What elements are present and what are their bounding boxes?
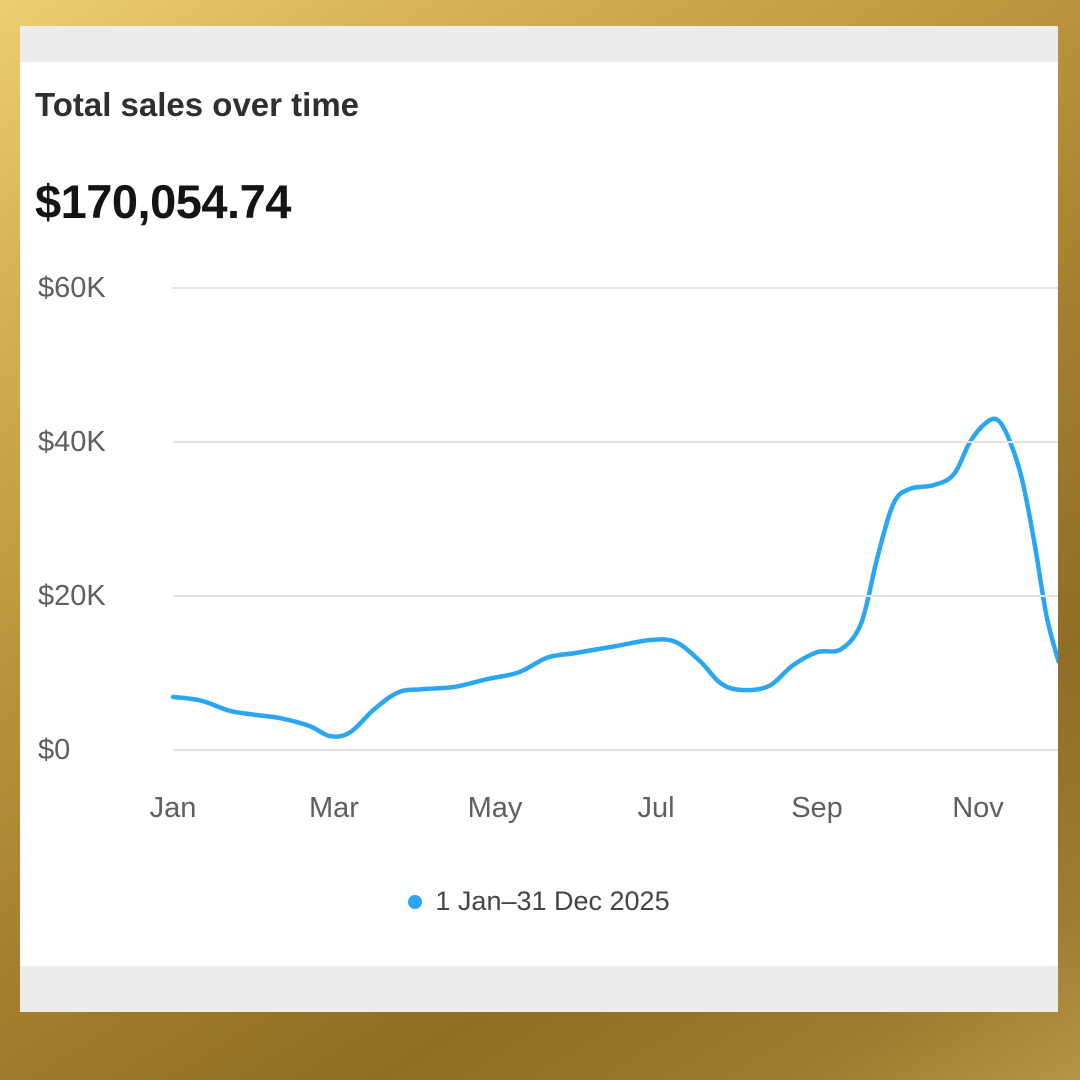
analytics-card: Total sales over time $170,054.74 1 Jan–… — [20, 26, 1058, 1012]
x-axis-label: Jan — [149, 792, 197, 824]
sales-line-chart[interactable] — [153, 268, 1058, 768]
x-axis-label: Mar — [309, 792, 359, 824]
x-axis-label: Sep — [791, 792, 843, 824]
legend-label: 1 Jan–31 Dec 2025 — [435, 886, 670, 916]
grid-line — [173, 441, 1058, 443]
grid-line — [173, 749, 1058, 751]
y-axis-label: $60K — [38, 272, 106, 304]
bottom-strip — [20, 966, 1058, 1012]
y-axis-label: $20K — [38, 580, 106, 612]
chart-legend: 1 Jan–31 Dec 2025 — [20, 886, 1058, 917]
sales-line-path — [170, 416, 1058, 739]
legend-dot-icon — [408, 894, 423, 909]
x-axis-label: Jul — [637, 792, 675, 824]
grid-line — [173, 595, 1058, 597]
x-axis-label: Nov — [952, 792, 1004, 824]
chart-title: Total sales over time — [35, 86, 360, 123]
x-axis-label: May — [467, 792, 523, 824]
y-axis-label: $0 — [38, 734, 71, 766]
grid-line — [173, 287, 1058, 289]
total-sales-value: $170,054.74 — [35, 175, 291, 228]
top-strip — [20, 26, 1058, 62]
y-axis-label: $40K — [38, 426, 106, 458]
